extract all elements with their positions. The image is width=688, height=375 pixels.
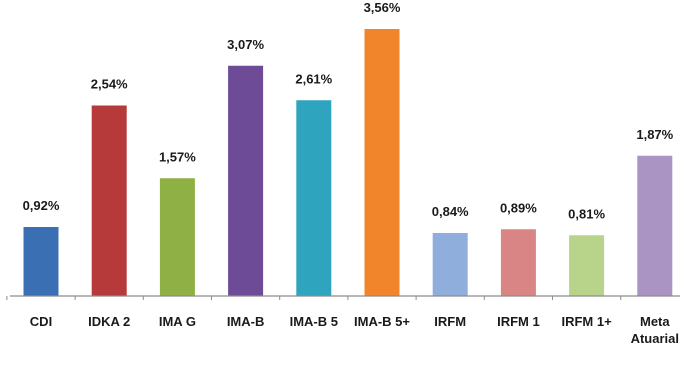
category-label-ima-b-5: IMA-B 5	[290, 314, 338, 329]
value-label-irfm-1: 0,89%	[500, 200, 537, 215]
category-label-ima-g: IMA G	[159, 314, 196, 329]
value-label-idka-2: 2,54%	[91, 77, 128, 92]
value-label-ima-b-5: 3,56%	[364, 0, 401, 15]
category-label-line: IMA-B	[227, 314, 265, 329]
category-label-meta-atuarial: Meta Atuarial	[631, 314, 679, 346]
value-label-meta-atuarial: 1,87%	[636, 127, 673, 142]
value-labels-layer: 0,92% 2,54% 1,57% 3,07% 2,61% 3,56% 0,84% 0,89%…	[23, 0, 674, 221]
x-axis-ticks	[6, 296, 622, 300]
category-label-line: IDKA 2	[88, 314, 130, 329]
bar-ima-b-5	[364, 29, 400, 296]
category-label-line: CDI	[30, 314, 52, 329]
value-label-cdi: 0,92%	[23, 198, 60, 213]
value-label-ima-b-5: 2,61%	[295, 71, 332, 86]
value-label-ima-g: 1,57%	[159, 149, 196, 164]
category-label-line: IRFM 1	[497, 314, 540, 329]
category-label-line: Atuarial	[631, 331, 679, 346]
bar-ima-b	[228, 65, 264, 296]
value-label-irfm-1: 0,81%	[568, 206, 605, 221]
category-label-line: IRFM 1+	[561, 314, 612, 329]
bar-ima-b-5	[296, 100, 332, 296]
bar-ima-g	[159, 178, 195, 296]
category-label-line: IMA G	[159, 314, 196, 329]
bars-layer	[23, 29, 673, 296]
category-label-line: IMA-B 5	[290, 314, 338, 329]
bar-irfm	[432, 233, 468, 296]
category-label-irfm-1: IRFM 1+	[561, 314, 612, 329]
category-label-line: Meta	[640, 314, 670, 329]
category-label-irfm-1: IRFM 1	[497, 314, 540, 329]
category-label-line: IMA-B 5+	[354, 314, 410, 329]
bar-meta-atuarial	[637, 155, 673, 296]
category-label-line: IRFM	[434, 314, 466, 329]
bar-cdi	[23, 227, 59, 296]
bar-irfm-1	[569, 235, 605, 296]
category-label-ima-b: IMA-B	[227, 314, 265, 329]
value-label-irfm: 0,84%	[432, 204, 469, 219]
category-label-ima-b-5: IMA-B 5+	[354, 314, 410, 329]
category-label-irfm: IRFM	[434, 314, 466, 329]
bar-irfm-1	[500, 229, 536, 296]
category-labels-layer: CDI IDKA 2 IMA G IMA-B IMA-B 5 IMA-B 5+ IRFM IR…	[30, 314, 679, 346]
category-label-cdi: CDI	[30, 314, 52, 329]
category-label-idka-2: IDKA 2	[88, 314, 130, 329]
bar-idka-2	[91, 105, 127, 296]
value-label-ima-b: 3,07%	[227, 37, 264, 52]
